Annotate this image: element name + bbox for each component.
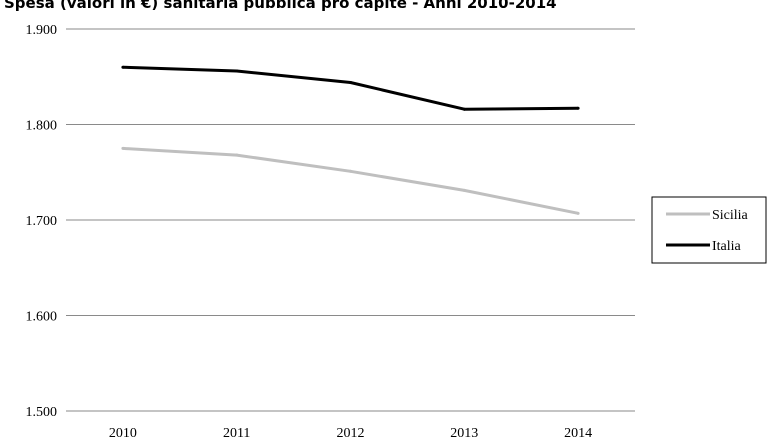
- data-point-sicilia: [121, 146, 125, 150]
- y-axis-tick-labels: 1.500 1.600 1.700 1.800 1.900: [26, 23, 58, 420]
- y-tick-label: 1.600: [26, 310, 58, 325]
- y-tick-label: 1.700: [26, 214, 58, 229]
- data-point-italia: [349, 80, 352, 84]
- data-point-sicilia: [576, 211, 580, 215]
- x-tick-label: 2011: [223, 426, 250, 441]
- title-part-valori: (valori in €): [54, 0, 164, 12]
- legend-box: [651, 196, 767, 264]
- series-line-italia: [122, 65, 579, 111]
- x-tick-label: 2012: [337, 426, 365, 441]
- data-point-italia: [121, 65, 125, 69]
- x-tick-label: 2014: [564, 426, 592, 441]
- title-part-sanitaria: sanitaria pubblica: [163, 0, 316, 12]
- x-tick-label: 2010: [109, 426, 137, 441]
- gridlines: [66, 28, 635, 316]
- x-axis-tick-labels: 2010 2011 2012 2013 2014: [109, 426, 592, 441]
- data-point-italia: [576, 106, 580, 110]
- title-part-spesa: Spesa: [4, 0, 55, 12]
- legend-label-sicilia: Sicilia: [712, 208, 749, 223]
- series-line-sicilia: [122, 146, 579, 215]
- chart-title: Spesa (valori in €) sanitaria pubblica p…: [4, 0, 557, 12]
- legend: Sicilia Italia: [651, 196, 767, 264]
- title-part-procapite: pro capite - Anni 2010-2014: [315, 0, 557, 12]
- y-tick-label: 1.800: [26, 119, 58, 134]
- data-point-sicilia: [349, 169, 352, 173]
- y-tick-label: 1.900: [26, 23, 58, 38]
- data-point-sicilia: [235, 153, 239, 157]
- data-point-italia: [235, 69, 239, 73]
- y-tick-label: 1.500: [26, 405, 58, 420]
- x-tick-label: 2013: [450, 426, 478, 441]
- legend-label-italia: Italia: [712, 239, 742, 254]
- data-point-italia: [462, 107, 466, 111]
- data-point-sicilia: [462, 188, 466, 192]
- series-lines: [121, 65, 580, 215]
